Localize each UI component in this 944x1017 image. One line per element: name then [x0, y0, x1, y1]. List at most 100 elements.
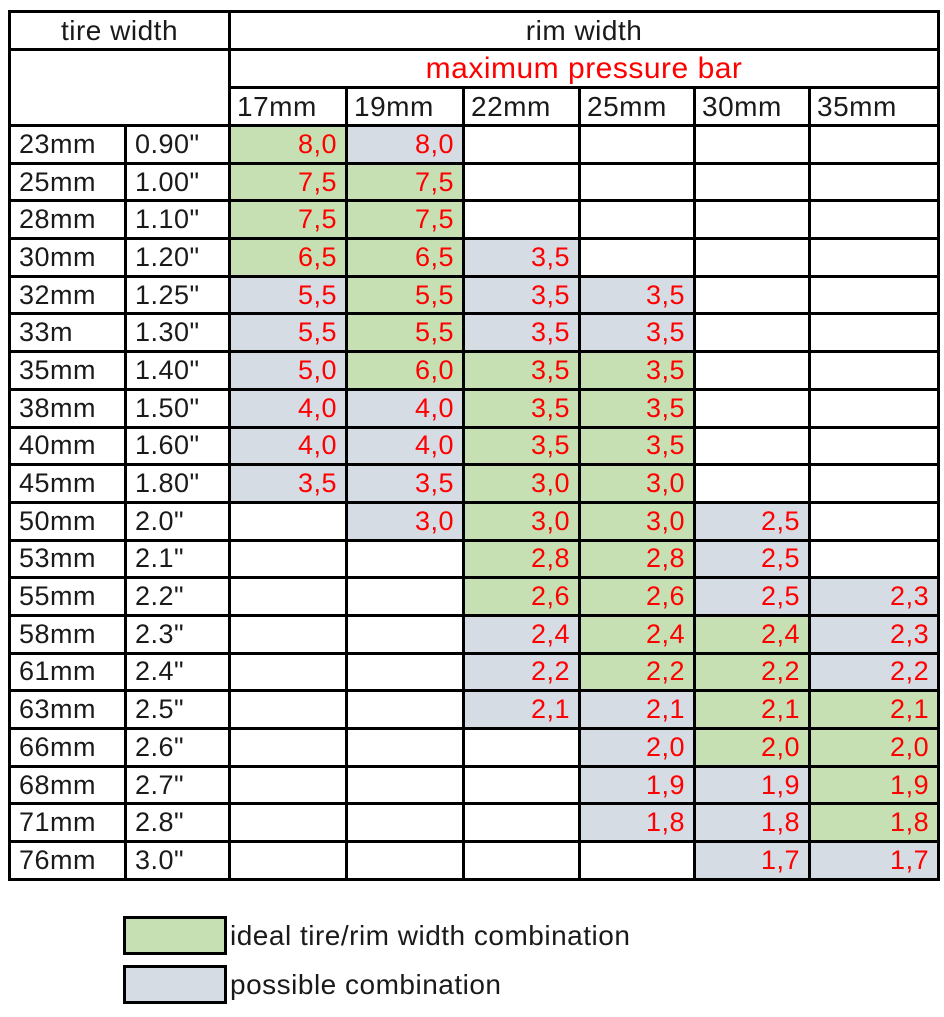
pressure-cell [462, 764, 582, 806]
tire-width-mm-cell: 33m [8, 312, 127, 354]
pressure-cell: 3,5 [578, 387, 697, 429]
tire-width-mm-cell: 55mm [8, 576, 127, 617]
ideal-legend-label: ideal tire/rim width combination [230, 919, 631, 951]
tire-width-inch-cell: 2.0" [123, 500, 232, 542]
pressure-cell [228, 613, 349, 655]
tire-width-inch-cell: 2.3" [123, 613, 232, 655]
pressure-cell: 1,9 [808, 764, 941, 806]
pressure-cell: 1,9 [693, 764, 812, 806]
legend-item-possible: possible combination [123, 965, 502, 1004]
table-row: 53mm 2.1" 2,8 2,8 2,5 [8, 538, 941, 580]
table-row: 35mm 1.40" 5,0 6,0 3,5 3,5 [8, 350, 941, 391]
pressure-cell: 2,4 [462, 613, 582, 655]
rim-width-header: rim width [228, 10, 941, 51]
pressure-cell [693, 312, 812, 354]
tire-width-inch-cell: 1.60" [123, 425, 232, 467]
tire-width-mm-cell: 50mm [8, 500, 127, 542]
pressure-cell: 1,9 [578, 764, 697, 806]
pressure-cell [808, 237, 941, 278]
tire-width-mm-cell: 25mm [8, 161, 127, 203]
tire-width-mm-cell: 63mm [8, 689, 127, 730]
pressure-cell: 4,0 [345, 387, 466, 429]
pressure-cell [228, 764, 349, 806]
pressure-cell: 3,5 [228, 463, 349, 504]
pressure-cell: 2,0 [808, 727, 941, 768]
pressure-cell [228, 651, 349, 693]
tire-width-mm-cell: 71mm [8, 802, 127, 844]
table-row: 32mm 1.25" 5,5 5,5 3,5 3,5 [8, 274, 941, 316]
pressure-cell: 2,1 [693, 689, 812, 730]
pressure-cell [808, 312, 941, 354]
pressure-cell [578, 124, 697, 165]
pressure-cell: 5,5 [228, 274, 349, 316]
pressure-cell: 1,7 [808, 840, 941, 881]
pressure-cell [808, 199, 941, 241]
pressure-cell [345, 538, 466, 580]
pressure-cell: 2,2 [693, 651, 812, 693]
tire-width-mm-cell: 35mm [8, 350, 127, 391]
pressure-cell: 2,2 [462, 651, 582, 693]
tire-width-mm-cell: 76mm [8, 840, 127, 881]
pressure-cell: 2,8 [462, 538, 582, 580]
pressure-cell: 3,5 [462, 425, 582, 467]
table-row: 71mm 2.8" 1,8 1,8 1,8 [8, 802, 941, 844]
tire-width-mm-cell: 30mm [8, 237, 127, 278]
pressure-cell: 2,5 [693, 538, 812, 580]
pressure-cell [228, 802, 349, 844]
pressure-cell: 2,4 [693, 613, 812, 655]
pressure-cell: 5,5 [345, 312, 466, 354]
corner-cell [7, 48, 232, 127]
table-row: 68mm 2.7" 1,9 1,9 1,9 [8, 764, 941, 806]
table-row: 28mm 1.10" 7,5 7,5 [8, 199, 941, 241]
rim-width-col-header: 19mm [345, 86, 466, 127]
table-row: 38mm 1.50" 4,0 4,0 3,5 3,5 [8, 387, 941, 429]
pressure-cell [345, 840, 466, 881]
tire-width-mm-cell: 61mm [8, 651, 127, 693]
pressure-cell [808, 350, 941, 391]
possible-swatch [123, 965, 227, 1004]
pressure-cell [693, 199, 812, 241]
pressure-bar-header: maximum pressure bar [228, 48, 941, 89]
pressure-cell: 2,5 [693, 500, 812, 542]
pressure-cell: 2,1 [462, 689, 582, 730]
pressure-cell: 2,1 [578, 689, 697, 730]
pressure-cell [578, 161, 697, 203]
pressure-cell: 3,0 [578, 500, 697, 542]
tire-width-inch-cell: 1.25" [123, 274, 232, 316]
pressure-cell: 3,5 [462, 274, 582, 316]
tire-width-header: tire width [7, 10, 232, 51]
pressure-cell [345, 764, 466, 806]
pressure-cell: 2,0 [578, 727, 697, 768]
header-row-pressure: maximum pressure bar [7, 48, 941, 127]
pressure-cell: 2,3 [808, 613, 941, 655]
pressure-cell [578, 840, 697, 881]
pressure-cell [693, 124, 812, 165]
pressure-cell: 2,6 [578, 576, 697, 617]
pressure-cell [693, 387, 812, 429]
pressure-cell [462, 727, 582, 768]
tire-width-inch-cell: 1.50" [123, 387, 232, 429]
pressure-cell: 4,0 [228, 425, 349, 467]
table-row: 63mm 2.5" 2,1 2,1 2,1 2,1 [8, 689, 941, 730]
pressure-cell [693, 350, 812, 391]
table-row: 76mm 3.0" 1,7 1,7 [8, 840, 941, 881]
pressure-cell: 5,0 [228, 350, 349, 391]
pressure-cell: 3,0 [578, 463, 697, 504]
pressure-cell [228, 576, 349, 617]
tire-width-inch-cell: 2.1" [123, 538, 232, 580]
pressure-cell [808, 274, 941, 316]
pressure-cell: 7,5 [345, 161, 466, 203]
pressure-cell: 1,8 [693, 802, 812, 844]
tire-width-mm-cell: 23mm [8, 124, 127, 165]
pressure-cell: 2,1 [808, 689, 941, 730]
pressure-cell [345, 727, 466, 768]
pressure-cell [345, 613, 466, 655]
pressure-cell: 3,5 [462, 237, 582, 278]
tire-width-inch-cell: 1.80" [123, 463, 232, 504]
tire-width-inch-cell: 1.40" [123, 350, 232, 391]
table-row: 55mm 2.2" 2,6 2,6 2,5 2,3 [8, 576, 941, 617]
rim-width-col-header: 35mm [808, 86, 941, 127]
pressure-cell: 2,2 [808, 651, 941, 693]
pressure-cell [462, 199, 582, 241]
